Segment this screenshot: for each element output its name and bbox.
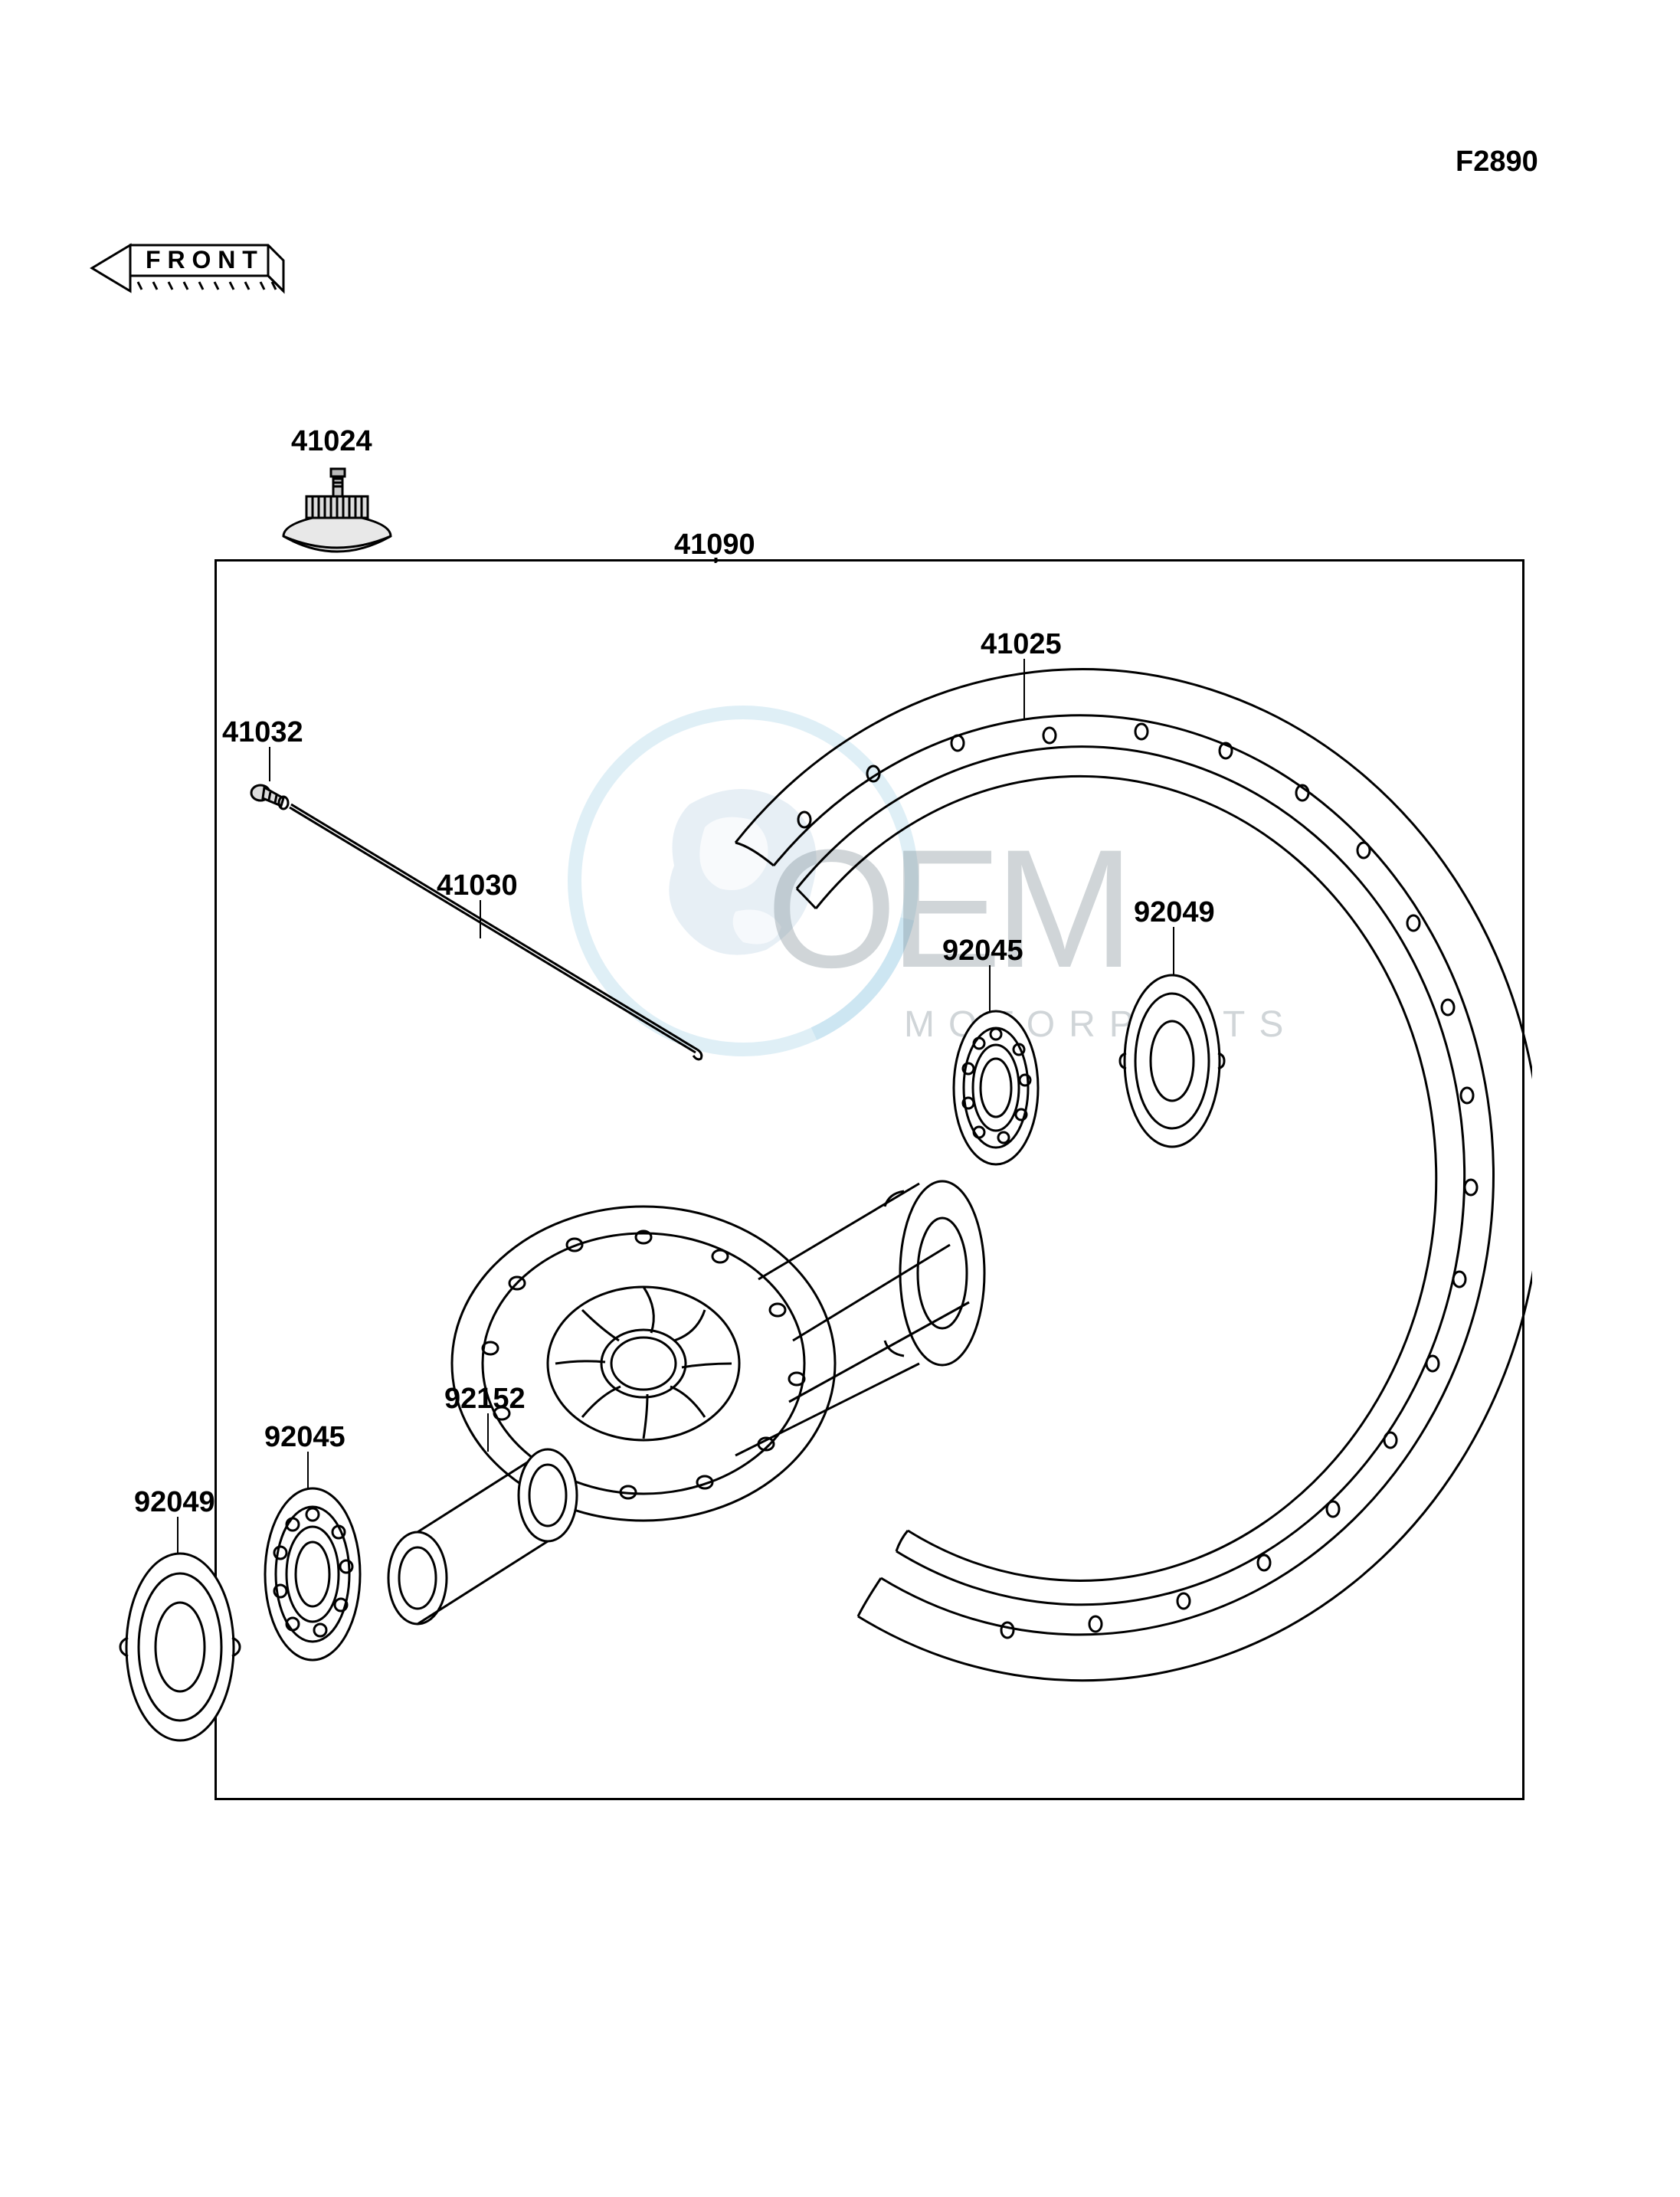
assembly-tick bbox=[715, 558, 718, 562]
part-label-92152: 92152 bbox=[444, 1383, 526, 1416]
bearing-left-drawing bbox=[245, 1482, 379, 1666]
spoke-drawing bbox=[283, 797, 712, 1065]
front-arrow: F R O N T bbox=[77, 222, 291, 322]
part-label-92045-left: 92045 bbox=[264, 1421, 345, 1454]
collar-drawing bbox=[375, 1432, 590, 1632]
diagram-container: F2890 F R O N T bbox=[0, 0, 1680, 2197]
part-label-92049-right: 92049 bbox=[1134, 896, 1215, 929]
seal-right-drawing bbox=[1103, 969, 1241, 1153]
part-label-41032: 41032 bbox=[222, 716, 303, 749]
front-text: F R O N T bbox=[146, 246, 257, 273]
bead-lock-drawing bbox=[260, 460, 414, 567]
part-label-92049-left: 92049 bbox=[134, 1486, 215, 1519]
page-reference-label: F2890 bbox=[1456, 146, 1538, 178]
part-label-41025: 41025 bbox=[981, 628, 1062, 661]
bearing-right-drawing bbox=[935, 1004, 1057, 1172]
part-label-92045-right: 92045 bbox=[942, 935, 1023, 968]
part-label-41024: 41024 bbox=[291, 425, 372, 458]
seal-left-drawing bbox=[103, 1547, 257, 1747]
